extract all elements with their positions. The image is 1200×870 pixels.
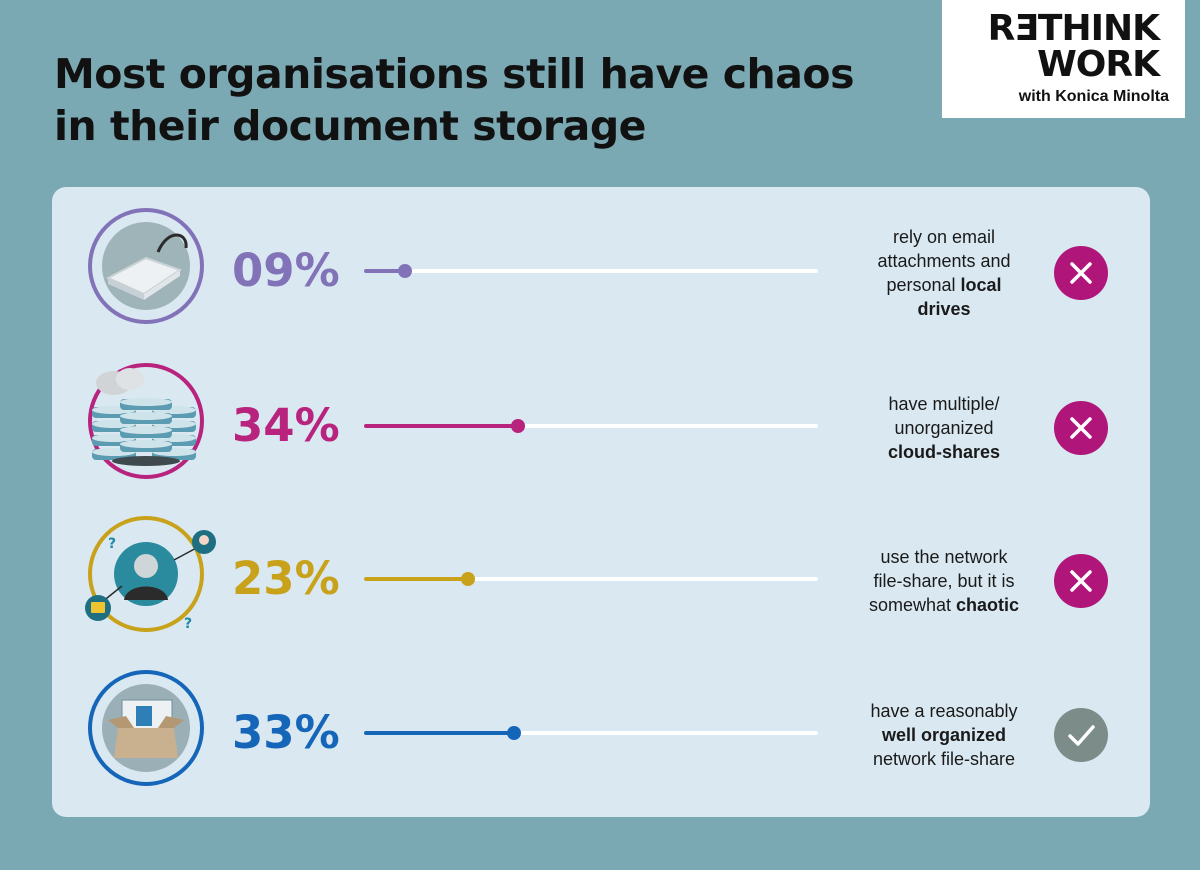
description-line: use the network (832, 545, 1056, 569)
rethink-work-logo: RƎTHINK WORK with Konica Minolta (942, 0, 1185, 118)
bar-fill (364, 577, 469, 581)
network-user-icon: ?? (85, 530, 216, 632)
logo-line-2: WORK (1037, 44, 1160, 85)
title-line-1: Most organisations still have chaos (54, 50, 854, 98)
description-text: attachments and (877, 251, 1011, 271)
description-line: well organized (832, 723, 1056, 747)
logo-line-1: RƎTHINK (987, 8, 1160, 49)
description-emphasis: drives (917, 299, 971, 319)
bar-marker-dot (506, 726, 521, 740)
hard-drive-icon (102, 222, 190, 310)
status-cross-icon (1054, 401, 1108, 455)
description-text: use the network (880, 547, 1008, 567)
bar-marker-dot (397, 264, 412, 278)
bar-marker-dot (461, 572, 476, 586)
bar-fill (364, 269, 405, 273)
svg-text:?: ? (184, 616, 192, 632)
percent-label: 23% (232, 552, 340, 605)
bar-track (364, 264, 818, 278)
status-cross-icon (1054, 246, 1108, 300)
row-description: rely on email attachments and personal loc… (832, 225, 1056, 321)
percent-label: 34% (232, 399, 340, 452)
logo-line-3: with Konica Minolta (1018, 88, 1169, 105)
bar-fill (364, 731, 514, 735)
description-text: network file-share (872, 749, 1016, 769)
description-line: unorganized (832, 416, 1056, 440)
description-text: have a reasonably (870, 701, 1018, 721)
description-text: file-share, but it is (873, 571, 1015, 591)
stat-row: 33% have a reasonably well organized networ… (52, 649, 1150, 799)
bar-fill (364, 424, 519, 428)
description-line: network file-share (832, 747, 1056, 771)
icon-ring (88, 363, 204, 479)
row-description: have a reasonably well organized network f… (832, 699, 1056, 771)
page-title: Most organisations still have chaos in t… (54, 48, 874, 152)
description-line: attachments and (832, 249, 1056, 273)
stats-panel: 09% rely on email attachments and personal … (52, 187, 1150, 817)
description-line: drives (832, 297, 1056, 321)
description-text: rely on email (892, 227, 996, 247)
description-emphasis: well organized (881, 725, 1007, 745)
description-line: rely on email (832, 225, 1056, 249)
icon-ring (88, 670, 204, 786)
description-line: file-share, but it is (832, 569, 1056, 593)
description-emphasis: chaotic (956, 595, 1020, 615)
description-text: have multiple/ (888, 394, 1000, 414)
status-check-icon (1054, 708, 1108, 762)
status-cross-icon (1054, 554, 1108, 608)
description-line: cloud-shares (832, 440, 1056, 464)
description-text: personal (886, 275, 961, 295)
icon-ring (88, 208, 204, 324)
description-line: somewhat chaotic (832, 593, 1056, 617)
bar-track (364, 726, 818, 740)
row-description: have multiple/unorganized cloud-shares (832, 392, 1056, 464)
percent-label: 33% (232, 706, 340, 759)
stat-row: ?? 23% use the network file-share, but it i… (52, 495, 1150, 645)
bar-track (364, 419, 818, 433)
percent-label: 09% (232, 244, 340, 297)
file-box-icon (102, 684, 190, 772)
icon-ring: ?? (85, 516, 216, 632)
description-emphasis: cloud-shares (887, 442, 1001, 462)
bar-track (364, 572, 818, 586)
cloud-server-icon (92, 368, 196, 466)
description-line: have multiple/ (832, 392, 1056, 416)
title-line-2: in their document storage (54, 102, 646, 150)
description-line: personal local (832, 273, 1056, 297)
stat-row: 34% have multiple/unorganized cloud-shares (52, 342, 1150, 492)
description-text: unorganized (894, 418, 994, 438)
description-text: somewhat (868, 595, 956, 615)
stat-row: 09% rely on email attachments and personal … (52, 187, 1150, 337)
description-line: have a reasonably (832, 699, 1056, 723)
bar-marker-dot (511, 419, 526, 433)
description-emphasis: local (960, 275, 1002, 295)
svg-text:?: ? (108, 536, 116, 552)
row-description: use the network file-share, but it is some… (832, 545, 1056, 617)
